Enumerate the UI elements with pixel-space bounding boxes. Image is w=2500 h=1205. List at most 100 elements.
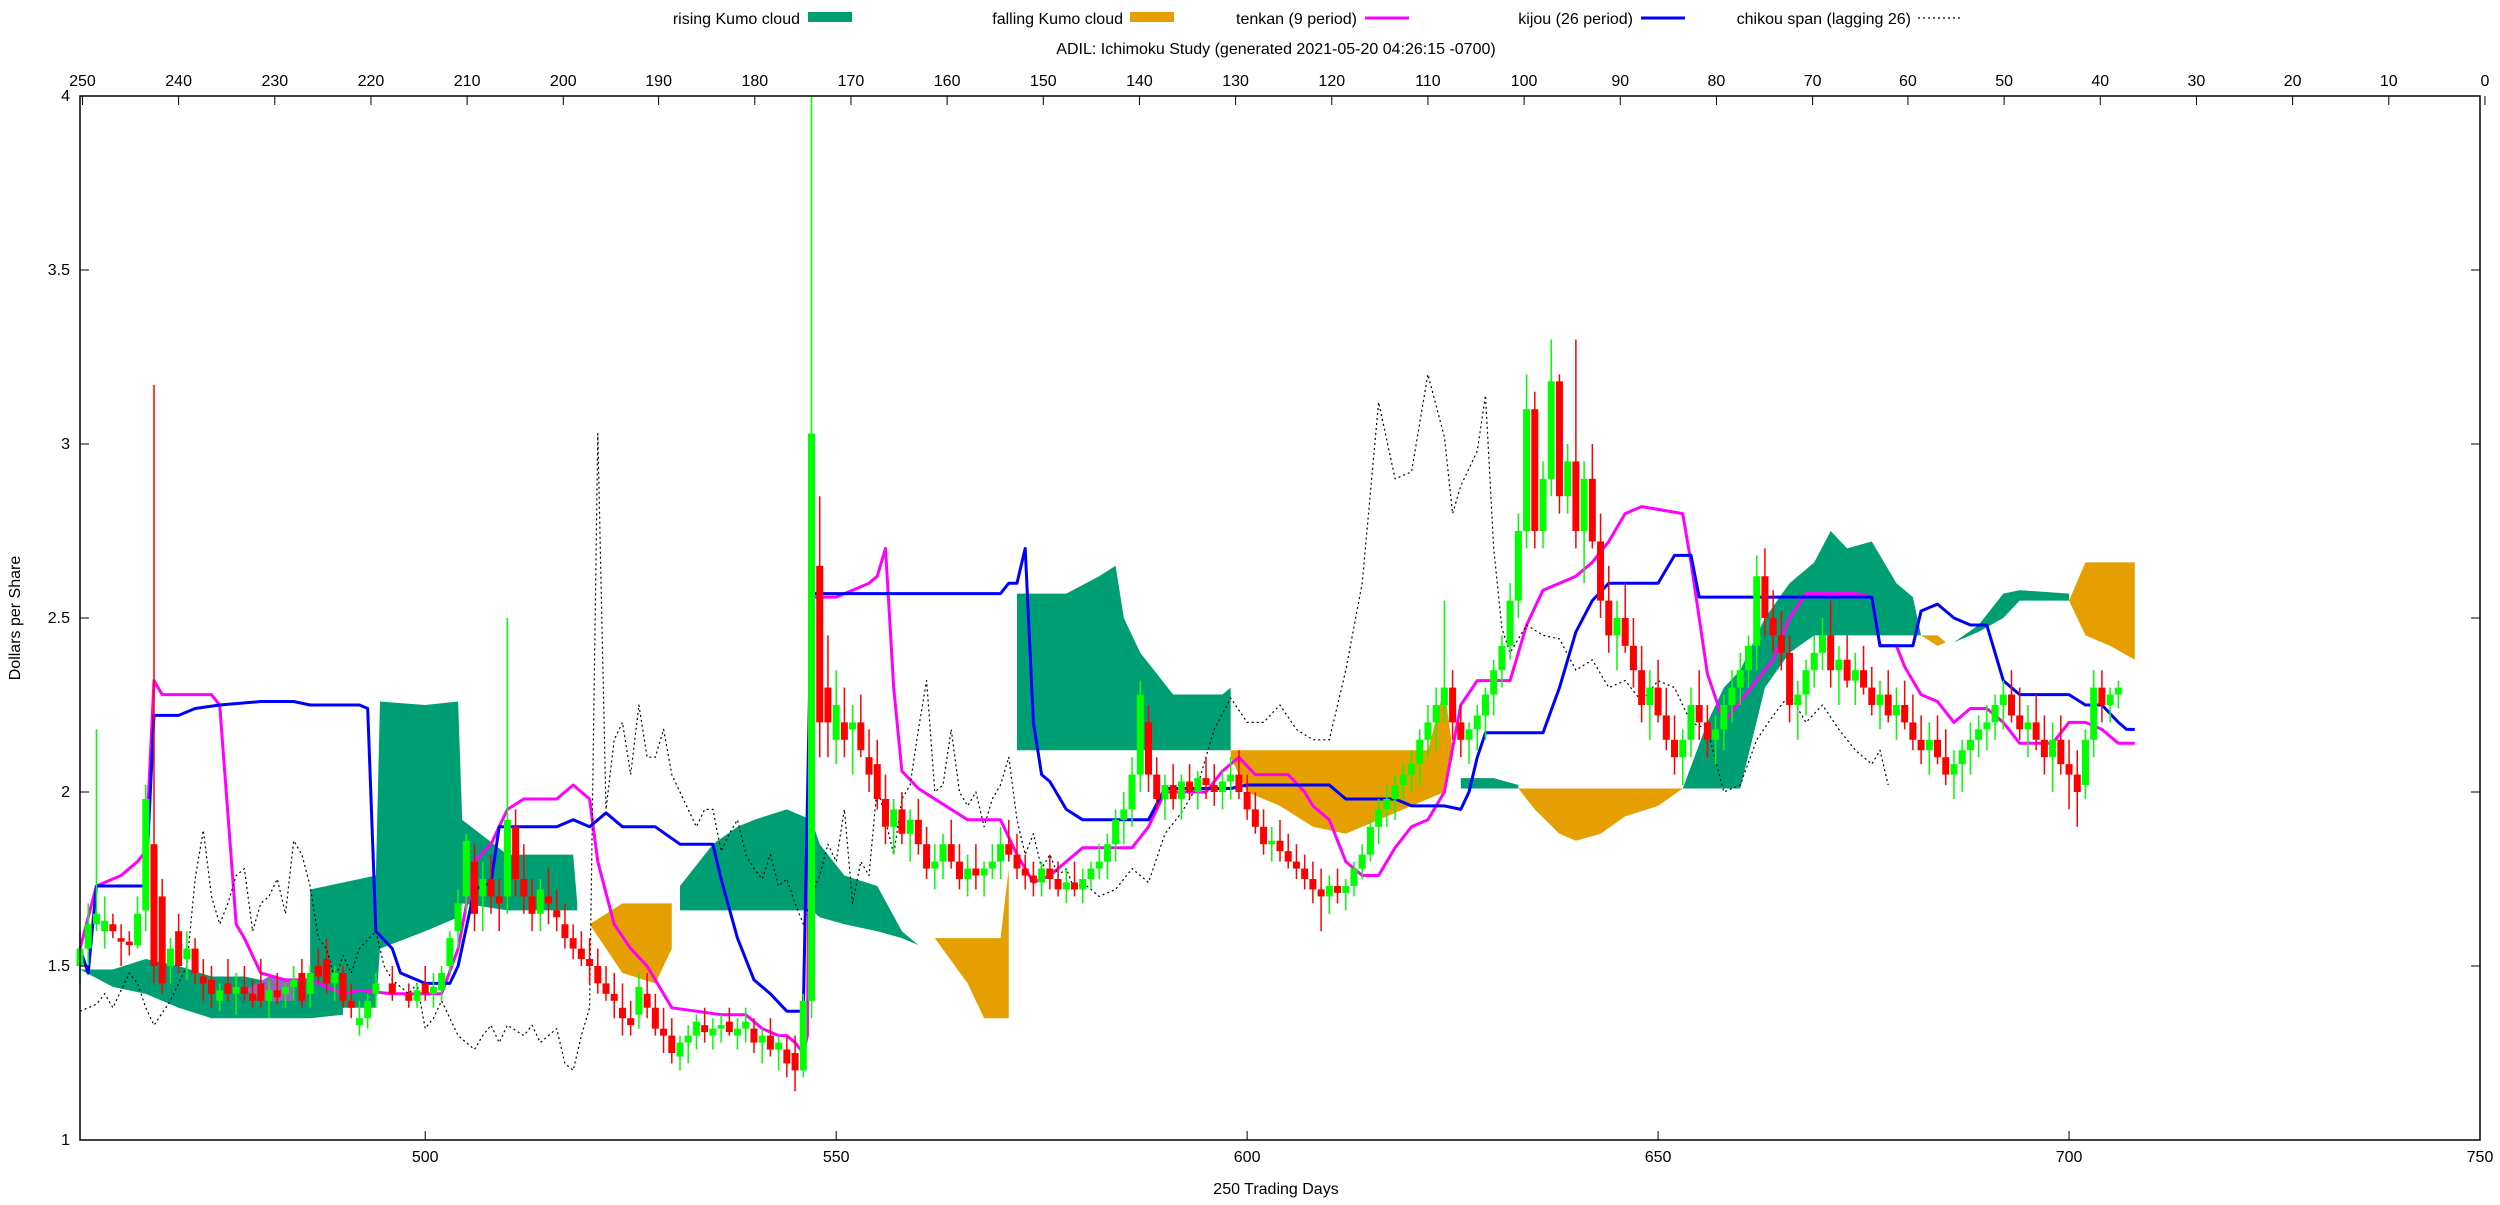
candle-body: [1490, 670, 1498, 695]
candle-body: [1202, 778, 1210, 786]
candle-up: [1366, 819, 1374, 862]
candle-up: [1712, 715, 1720, 765]
candle-up: [142, 785, 150, 932]
candle-body: [824, 687, 832, 723]
candle-body: [1095, 861, 1103, 869]
candle-down: [881, 774, 889, 845]
candle-up: [1876, 680, 1884, 730]
candle-body: [635, 986, 643, 1015]
rising-kumo-cloud: [1953, 590, 2070, 643]
candle-body: [1317, 889, 1325, 897]
candle-body: [1334, 885, 1342, 893]
candle-body: [627, 1018, 635, 1026]
candle-body: [1942, 757, 1950, 775]
candle-down: [1334, 868, 1342, 904]
candle-down: [1169, 764, 1177, 810]
candle-up: [1358, 844, 1366, 879]
candle-body: [783, 1049, 791, 1064]
candle-up: [775, 1035, 783, 1071]
candle-body: [1029, 875, 1037, 883]
candle-body: [857, 722, 865, 751]
falling-kumo-cloud: [934, 868, 1009, 1019]
candle-body: [257, 983, 265, 1001]
candle-body: [101, 920, 109, 932]
candle-body: [569, 938, 577, 949]
candle-up: [216, 983, 224, 1012]
candle-down: [1186, 764, 1194, 799]
candle-body: [1876, 694, 1884, 705]
candle-down: [471, 844, 479, 932]
candle-up: [717, 1014, 725, 1043]
candle-up: [134, 896, 142, 949]
candle-down: [405, 983, 413, 1008]
candle-body: [1712, 729, 1720, 740]
candle-body: [1917, 739, 1925, 751]
candle-body: [1580, 478, 1588, 531]
candle-down: [544, 868, 552, 925]
candle-down: [1621, 583, 1629, 653]
candle-down: [1597, 513, 1605, 618]
legend-item: rising Kumo cloud: [673, 11, 852, 28]
candle-up: [1966, 722, 1974, 775]
candle-up: [692, 1014, 700, 1050]
candle-up: [906, 809, 914, 862]
candle-body: [1301, 868, 1309, 879]
candle-body: [1013, 854, 1021, 869]
candle-body: [914, 819, 922, 845]
candle-up: [331, 966, 339, 1001]
falling-kumo-cloud: [589, 903, 672, 984]
candle-body: [413, 990, 421, 1001]
candle-up: [1481, 687, 1489, 740]
candle-body: [2065, 764, 2073, 775]
candle-body: [2114, 687, 2122, 695]
candle-body: [134, 913, 142, 946]
candle-body: [84, 924, 92, 949]
candle-body: [1079, 879, 1087, 890]
candle-down: [224, 959, 232, 1001]
candle-body: [405, 993, 413, 1001]
candle-body: [1276, 840, 1284, 852]
x2-tick-label: 110: [1415, 73, 1441, 90]
candle-down: [520, 844, 528, 914]
candle-up: [1268, 826, 1276, 862]
x-tick-label: 750: [2467, 1149, 2494, 1166]
candle-up: [1112, 809, 1120, 862]
candle-body: [1761, 576, 1769, 618]
candle-body: [2081, 739, 2089, 786]
candle-down: [840, 687, 848, 758]
candle-up: [1851, 652, 1859, 705]
candle-body: [1169, 785, 1177, 799]
candle-up: [1465, 722, 1473, 765]
legend-item: kijou (26 period): [1518, 11, 1685, 28]
candle-body: [183, 948, 191, 960]
candle-body: [429, 986, 437, 994]
candle-down: [1531, 391, 1539, 549]
candle-body: [1531, 409, 1539, 531]
candle-down: [618, 983, 626, 1036]
candle-body: [331, 972, 339, 984]
candle-body: [495, 896, 503, 904]
x2-tick-label: 90: [1611, 73, 1629, 90]
candle-body: [931, 861, 939, 869]
candle-up: [1564, 444, 1572, 514]
candle-down: [1153, 757, 1161, 810]
candle-up: [438, 966, 446, 1001]
candle-body: [734, 1028, 742, 1036]
x2-tick-label: 160: [934, 73, 961, 90]
candle-up: [454, 889, 462, 949]
candle-down: [512, 809, 520, 897]
candle-body: [750, 1028, 758, 1043]
candle-body: [717, 1025, 725, 1029]
candle-down: [2073, 750, 2081, 827]
candle-body: [1177, 781, 1185, 799]
candle-up: [832, 670, 840, 765]
candle-up: [939, 833, 947, 879]
candle-body: [1638, 670, 1646, 705]
y-tick-label: 3.5: [48, 262, 70, 279]
candle-down: [972, 844, 980, 890]
candle-down: [865, 729, 873, 792]
candle-body: [1506, 600, 1514, 646]
candle-up: [684, 1025, 692, 1064]
candle-body: [1835, 659, 1843, 671]
